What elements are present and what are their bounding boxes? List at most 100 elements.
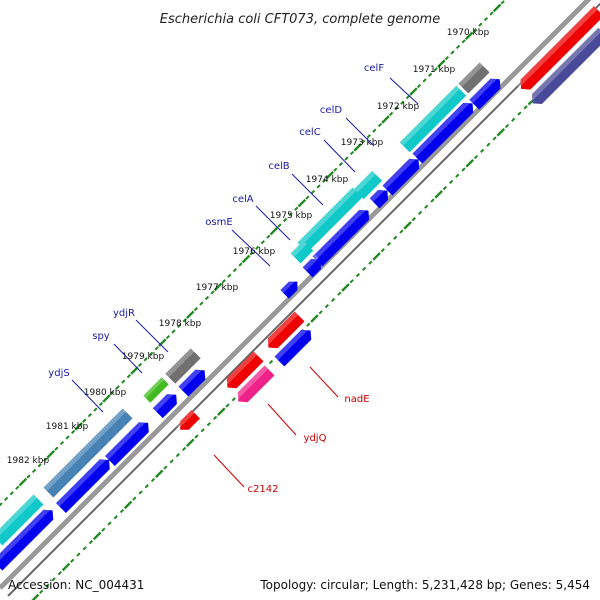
celB-feature xyxy=(353,170,383,200)
outer-tick xyxy=(65,435,70,440)
spy-feature-highlight xyxy=(143,377,165,399)
accession-text: Accession: NC_004431 xyxy=(8,578,145,592)
map-title: Escherichia coli CFT073, complete genome xyxy=(160,12,440,27)
blue-cds-1-shape xyxy=(469,78,501,110)
spy-feature xyxy=(143,377,169,403)
c2142-feature-shape xyxy=(180,409,201,430)
kbp-label: 1982 kbp xyxy=(7,456,50,466)
red-cds-right-highlight xyxy=(516,6,598,88)
ydjS-feature-shape xyxy=(43,408,133,498)
outer-tick xyxy=(372,128,377,133)
inner-tick-ring xyxy=(31,31,600,600)
outer-tick xyxy=(182,318,187,323)
inner-tick xyxy=(473,154,479,160)
outer-tick xyxy=(176,323,182,329)
kbp-label: 1978 kbp xyxy=(159,319,202,329)
osmE-feature-shape xyxy=(290,240,314,264)
inner-tick xyxy=(88,539,94,545)
outer-tick xyxy=(31,468,37,474)
kbp-label: 1973 kbp xyxy=(341,138,384,148)
outer-tick xyxy=(93,407,98,412)
outer-tick xyxy=(227,273,232,278)
outer-tick xyxy=(455,44,461,50)
blue-cds-9-shape xyxy=(152,394,177,419)
outer-tick xyxy=(282,217,288,223)
outer-tick xyxy=(409,87,418,96)
gene-label: osmE xyxy=(205,217,232,228)
nadE-red-feature-highlight xyxy=(263,311,299,347)
inner-tick xyxy=(403,221,412,230)
blue-cds-11-shape xyxy=(56,459,110,513)
inner-tick xyxy=(200,428,205,433)
inner-tick xyxy=(217,407,226,416)
gene-label: nadE xyxy=(344,394,369,405)
nadE-blue-feature-shape xyxy=(274,329,312,367)
outer-tick xyxy=(4,496,9,501)
outer-tick xyxy=(171,329,176,334)
outer-tick xyxy=(492,3,502,13)
outer-tick xyxy=(478,22,483,27)
outer-tick xyxy=(37,463,42,468)
inner-tick xyxy=(194,434,199,439)
outer-tick xyxy=(325,171,334,180)
blue-cds-5-highlight xyxy=(312,205,367,260)
kbp-label: 1970 kbp xyxy=(447,28,490,38)
outer-tick xyxy=(87,413,92,418)
outer-tick xyxy=(461,39,466,44)
blue-cds-2 xyxy=(412,98,474,164)
celA-feature-highlight xyxy=(297,187,357,247)
celD-feature xyxy=(399,85,467,153)
inner-tick xyxy=(186,438,195,447)
outer-tick xyxy=(15,485,20,490)
outer-tick xyxy=(500,0,505,5)
inner-tick xyxy=(434,190,443,199)
nadE-blue-feature-highlight xyxy=(274,325,310,361)
outer-tick xyxy=(102,394,111,403)
outer-tick xyxy=(137,362,143,368)
inner-tick xyxy=(123,500,133,510)
blue-cds-11-highlight xyxy=(56,455,108,507)
celF-feature xyxy=(458,62,490,94)
blue-cds-10 xyxy=(104,417,149,467)
inner-tick xyxy=(70,558,75,563)
outer-tick xyxy=(0,502,3,507)
nadE-blue-feature xyxy=(274,325,312,367)
outer-tick xyxy=(186,310,195,319)
outer-tick xyxy=(43,457,48,462)
feature-tracks xyxy=(0,6,600,571)
slate-cds-right xyxy=(527,27,600,105)
celD-feature-highlight xyxy=(399,85,460,146)
celA-feature xyxy=(297,187,363,253)
blue-cds-7 xyxy=(280,277,298,299)
inner-tick xyxy=(455,173,460,178)
celB-feature-shape xyxy=(353,170,383,200)
outer-tick xyxy=(394,106,399,111)
outer-tick xyxy=(249,251,254,256)
outer-tick xyxy=(333,167,338,172)
outer-tick xyxy=(344,156,349,161)
inner-tick xyxy=(424,204,429,209)
blue-cds-12-shape xyxy=(0,509,54,571)
inner-tick xyxy=(330,297,336,303)
gene-leader-line xyxy=(291,173,324,206)
gene-label: celA xyxy=(232,194,253,205)
inner-tick xyxy=(341,283,350,292)
outer-tick xyxy=(316,184,321,189)
inner-tick xyxy=(113,515,118,520)
outer-tick xyxy=(400,100,405,105)
kbp-label: 1974 kbp xyxy=(306,175,349,185)
red-cds-mid-highlight xyxy=(222,351,258,387)
inner-tick xyxy=(324,303,330,309)
inner-tick xyxy=(318,310,323,315)
outer-tick xyxy=(9,491,14,496)
celF-feature-highlight xyxy=(458,62,484,88)
outer-tick xyxy=(115,385,120,390)
inner-tick xyxy=(372,252,381,261)
outer-tick xyxy=(464,31,474,41)
inner-tick xyxy=(492,136,497,141)
gene-label: c2142 xyxy=(248,484,279,495)
outer-tick xyxy=(269,226,279,236)
outer-tick xyxy=(266,234,271,239)
inner-tick xyxy=(132,496,137,501)
